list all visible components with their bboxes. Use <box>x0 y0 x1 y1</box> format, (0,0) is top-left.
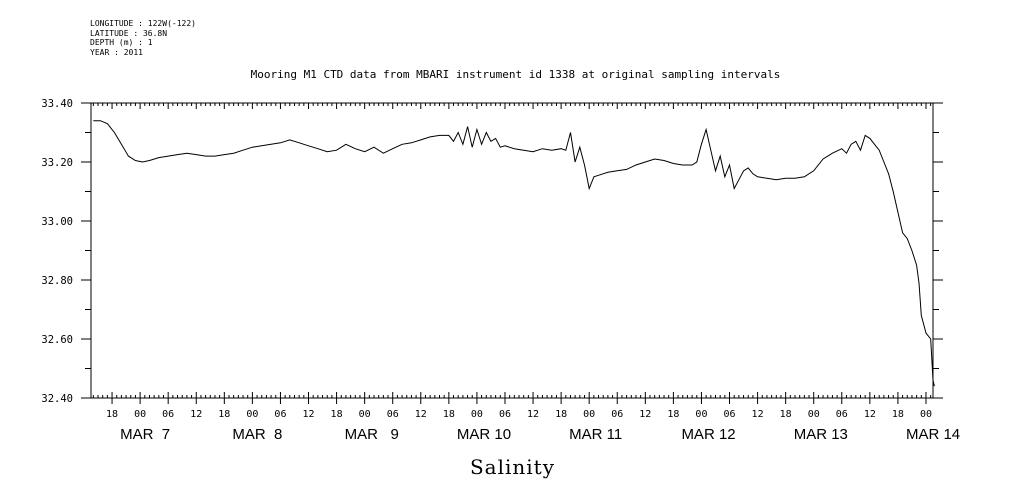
depth-label: DEPTH (m) : 1 <box>90 38 153 47</box>
x-day-label: MAR 11 <box>569 426 622 443</box>
x-tick-label: 00 <box>695 409 707 420</box>
x-day-label: MAR 9 <box>345 426 399 443</box>
y-tick-label: 33.20 <box>41 157 73 169</box>
x-tick-label: 00 <box>583 409 595 420</box>
y-tick-label: 32.40 <box>41 393 73 405</box>
x-tick-label: 12 <box>415 409 427 420</box>
x-tick-label: 18 <box>218 409 230 420</box>
x-tick-label: 18 <box>106 409 118 420</box>
x-tick-label: 00 <box>134 409 146 420</box>
x-tick-label: 00 <box>471 409 483 420</box>
x-tick-label: 06 <box>274 409 286 420</box>
plot-frame <box>90 102 934 399</box>
x-day-label: MAR 7 <box>120 426 170 443</box>
x-tick-label: 06 <box>499 409 511 420</box>
chart-title: Mooring M1 CTD data from MBARI instrumen… <box>250 68 781 81</box>
x-tick-label: 06 <box>387 409 399 420</box>
x-day-label: MAR 10 <box>457 426 511 443</box>
salinity-series-line <box>93 120 935 387</box>
x-day-label: MAR 13 <box>794 426 848 443</box>
x-day-label: MAR 14 <box>906 426 960 443</box>
y-tick-label: 32.80 <box>41 275 73 287</box>
x-tick-label: 18 <box>443 409 455 420</box>
metadata-block: LONGITUDE : 122W(-122) LATITUDE : 36.8N … <box>90 19 196 57</box>
x-tick-label: 12 <box>527 409 539 420</box>
longitude-label: LONGITUDE : 122W(-122) <box>90 19 196 28</box>
latitude-label: LATITUDE : 36.8N <box>90 28 168 38</box>
x-tick-label: 12 <box>639 409 651 420</box>
x-day-label: MAR 8 <box>232 426 282 443</box>
x-tick-label: 06 <box>162 409 174 420</box>
x-tick-label: 18 <box>555 409 567 420</box>
y-tick-label: 33.40 <box>41 98 73 110</box>
x-tick-label: 12 <box>752 409 764 420</box>
y-tick-label: 33.00 <box>41 216 73 228</box>
x-tick-label: 18 <box>780 409 792 420</box>
x-tick-label: 18 <box>331 409 343 420</box>
x-tick-label: 18 <box>892 409 904 420</box>
x-tick-label: 12 <box>864 409 876 420</box>
x-day-label: MAR 12 <box>681 426 735 443</box>
x-tick-label: 12 <box>302 409 314 420</box>
x-tick-label: 12 <box>190 409 202 420</box>
x-tick-label: 00 <box>246 409 258 420</box>
x-tick-label: 00 <box>920 409 932 420</box>
x-tick-label: 06 <box>723 409 735 420</box>
x-tick-label: 00 <box>808 409 820 420</box>
year-label: YEAR : 2011 <box>90 47 143 57</box>
x-tick-label: 00 <box>359 409 371 420</box>
x-axis-label: Salinity <box>469 455 556 479</box>
y-tick-label: 32.60 <box>41 334 73 346</box>
x-tick-label: 18 <box>667 409 679 420</box>
x-tick-label: 06 <box>836 409 848 420</box>
x-tick-label: 06 <box>611 409 623 420</box>
